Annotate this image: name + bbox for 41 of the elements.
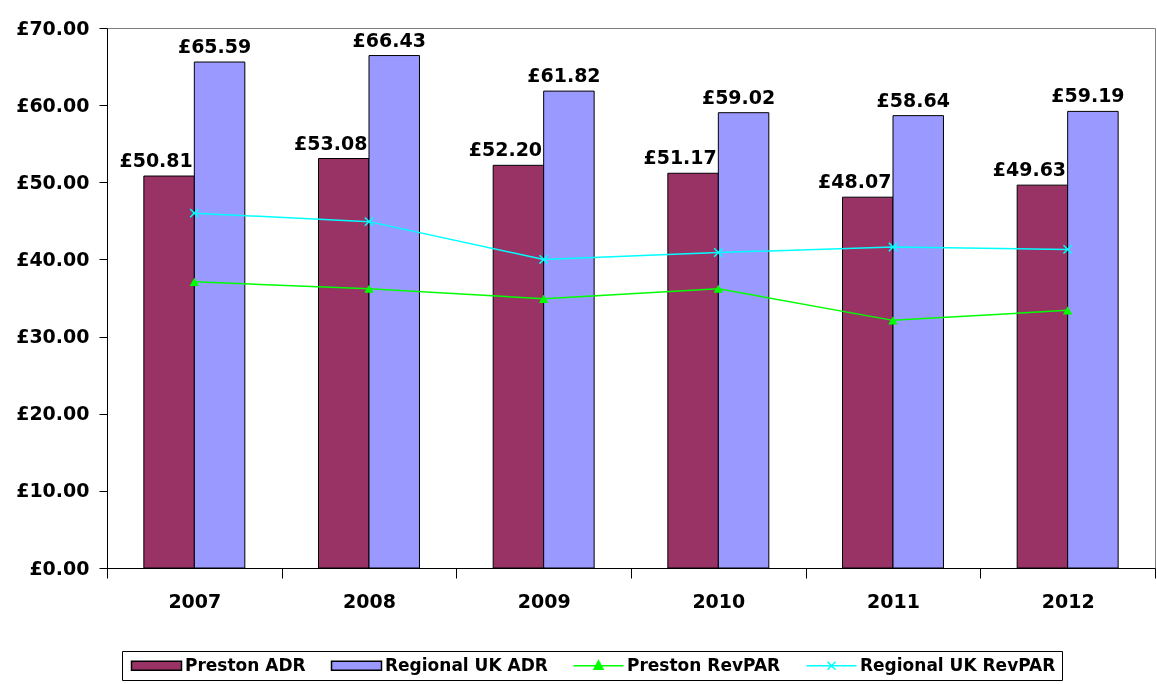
- y-tick-label: £10.00: [16, 479, 90, 502]
- legend-label: Regional UK RevPAR: [860, 654, 1056, 675]
- x-tick-label: 2008: [343, 589, 396, 612]
- y-tick-label: £0.00: [29, 556, 90, 579]
- point: [538, 294, 549, 303]
- data-label: £53.08: [294, 131, 368, 154]
- data-label: £49.63: [992, 158, 1067, 181]
- x-tick-label: 2011: [867, 589, 920, 612]
- data-label: £48.07: [818, 170, 892, 193]
- point: [364, 216, 374, 227]
- y-tick-label: £60.00: [16, 93, 90, 116]
- data-label: £65.59: [177, 35, 252, 58]
- point: [538, 254, 549, 265]
- data-label: £59.02: [701, 85, 776, 108]
- y-tick-label: £20.00: [16, 402, 90, 425]
- data-label: £50.81: [119, 149, 193, 172]
- data-label: £51.17: [643, 146, 717, 169]
- y-tick-label: £70.00: [16, 16, 90, 39]
- point: [713, 284, 724, 293]
- point: [1062, 306, 1073, 315]
- data-label: £59.19: [1051, 84, 1125, 107]
- legend-label: Preston RevPAR: [627, 654, 781, 675]
- legend-label: Preston ADR: [185, 654, 306, 675]
- legend-label: Regional UK ADR: [385, 654, 548, 675]
- y-tick-label: £30.00: [16, 325, 90, 348]
- x-tick-label: 2010: [692, 589, 746, 612]
- point: [1062, 244, 1073, 255]
- point: [888, 242, 898, 253]
- point: [713, 247, 724, 258]
- point: [364, 284, 374, 293]
- point: [189, 277, 200, 286]
- data-label: £61.82: [527, 64, 601, 87]
- data-label: £52.20: [468, 138, 543, 161]
- data-label: £66.43: [352, 28, 426, 51]
- x-tick-label: 2012: [1041, 589, 1095, 612]
- y-tick-label: £40.00: [16, 247, 90, 270]
- y-tick-label: £50.00: [16, 170, 90, 193]
- data-label: £58.64: [876, 88, 950, 111]
- x-tick-label: 2009: [517, 589, 571, 612]
- point: [189, 208, 200, 219]
- x-tick-label: 2007: [168, 589, 222, 612]
